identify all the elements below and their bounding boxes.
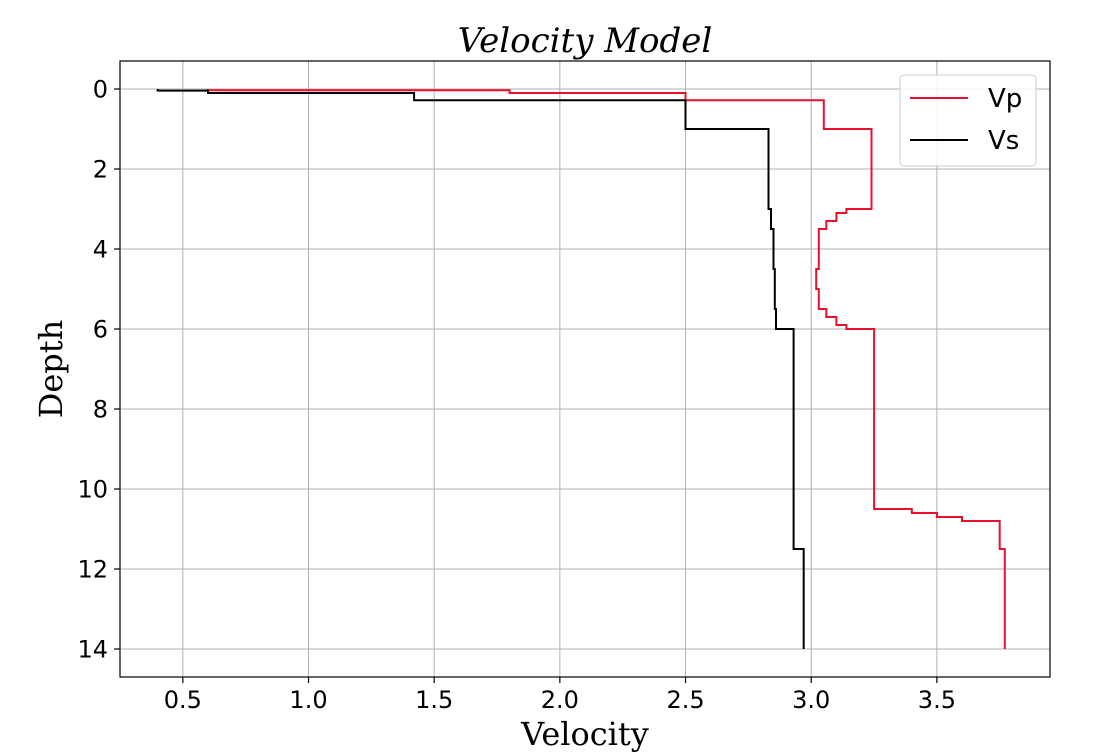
legend-label-vp: Vp — [988, 84, 1022, 114]
y-tick-label: 12 — [77, 556, 108, 584]
y-tick-label: 6 — [93, 316, 108, 344]
y-tick-label: 8 — [93, 396, 108, 424]
y-tick-label: 10 — [77, 476, 108, 504]
x-tick-label: 3.5 — [918, 686, 956, 714]
chart-title: Velocity Model — [458, 21, 713, 61]
x-axis-label: Velocity — [520, 715, 649, 753]
legend-label-vs: Vs — [988, 126, 1019, 156]
x-tick-label: 1.5 — [415, 686, 453, 714]
series-line-vp — [207, 89, 1006, 649]
y-tick-label: 4 — [93, 236, 108, 264]
y-tick-label: 14 — [77, 636, 108, 664]
legend: Vp Vs — [899, 74, 1037, 167]
x-tick-label: 1.0 — [289, 686, 327, 714]
x-tick-label: 2.0 — [541, 686, 579, 714]
grid — [120, 61, 1050, 677]
y-axis-label: Depth — [32, 320, 70, 419]
series-line-vs — [156, 89, 805, 649]
y-tick-label: 0 — [93, 76, 108, 104]
x-tick-label: 0.5 — [164, 686, 202, 714]
plot-frame — [119, 60, 1051, 678]
x-tick-label: 2.5 — [666, 686, 704, 714]
y-tick-label: 2 — [93, 156, 108, 184]
x-tick-label: 3.0 — [792, 686, 830, 714]
series-lines — [156, 89, 1006, 649]
axis-ticks: 0.5 1.0 1.5 2.0 2.5 3.0 3.5 0 2 4 6 8 10 12 14 — [77, 76, 956, 715]
